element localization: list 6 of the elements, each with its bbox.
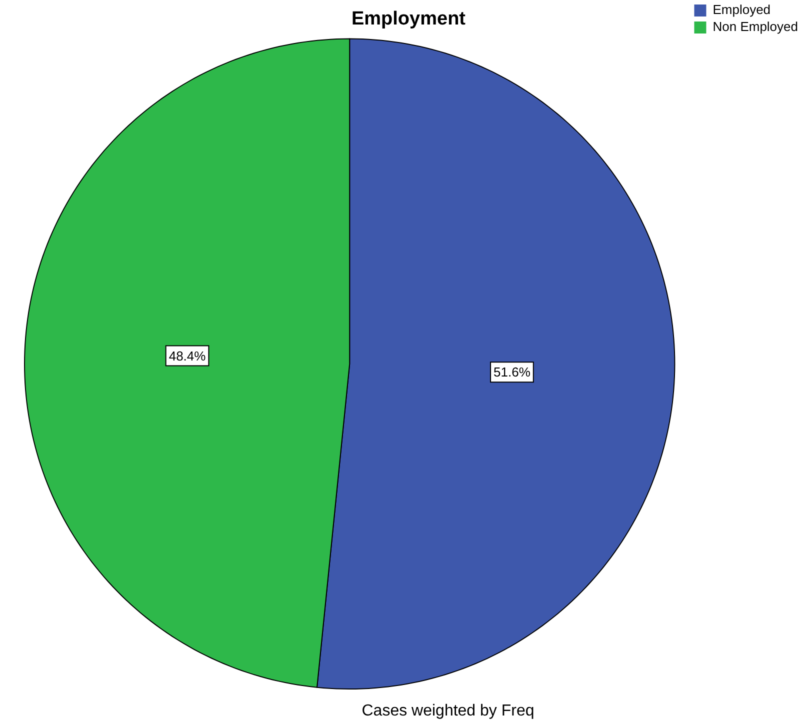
chart-title: Employment (351, 8, 466, 30)
data-label: 51.6% (494, 364, 531, 380)
legend-label: Non Employed (712, 19, 798, 34)
legend-label: Employed (712, 2, 771, 18)
text: Cases weighted by Freq (362, 702, 534, 720)
data-label: 48.4% (168, 348, 206, 364)
